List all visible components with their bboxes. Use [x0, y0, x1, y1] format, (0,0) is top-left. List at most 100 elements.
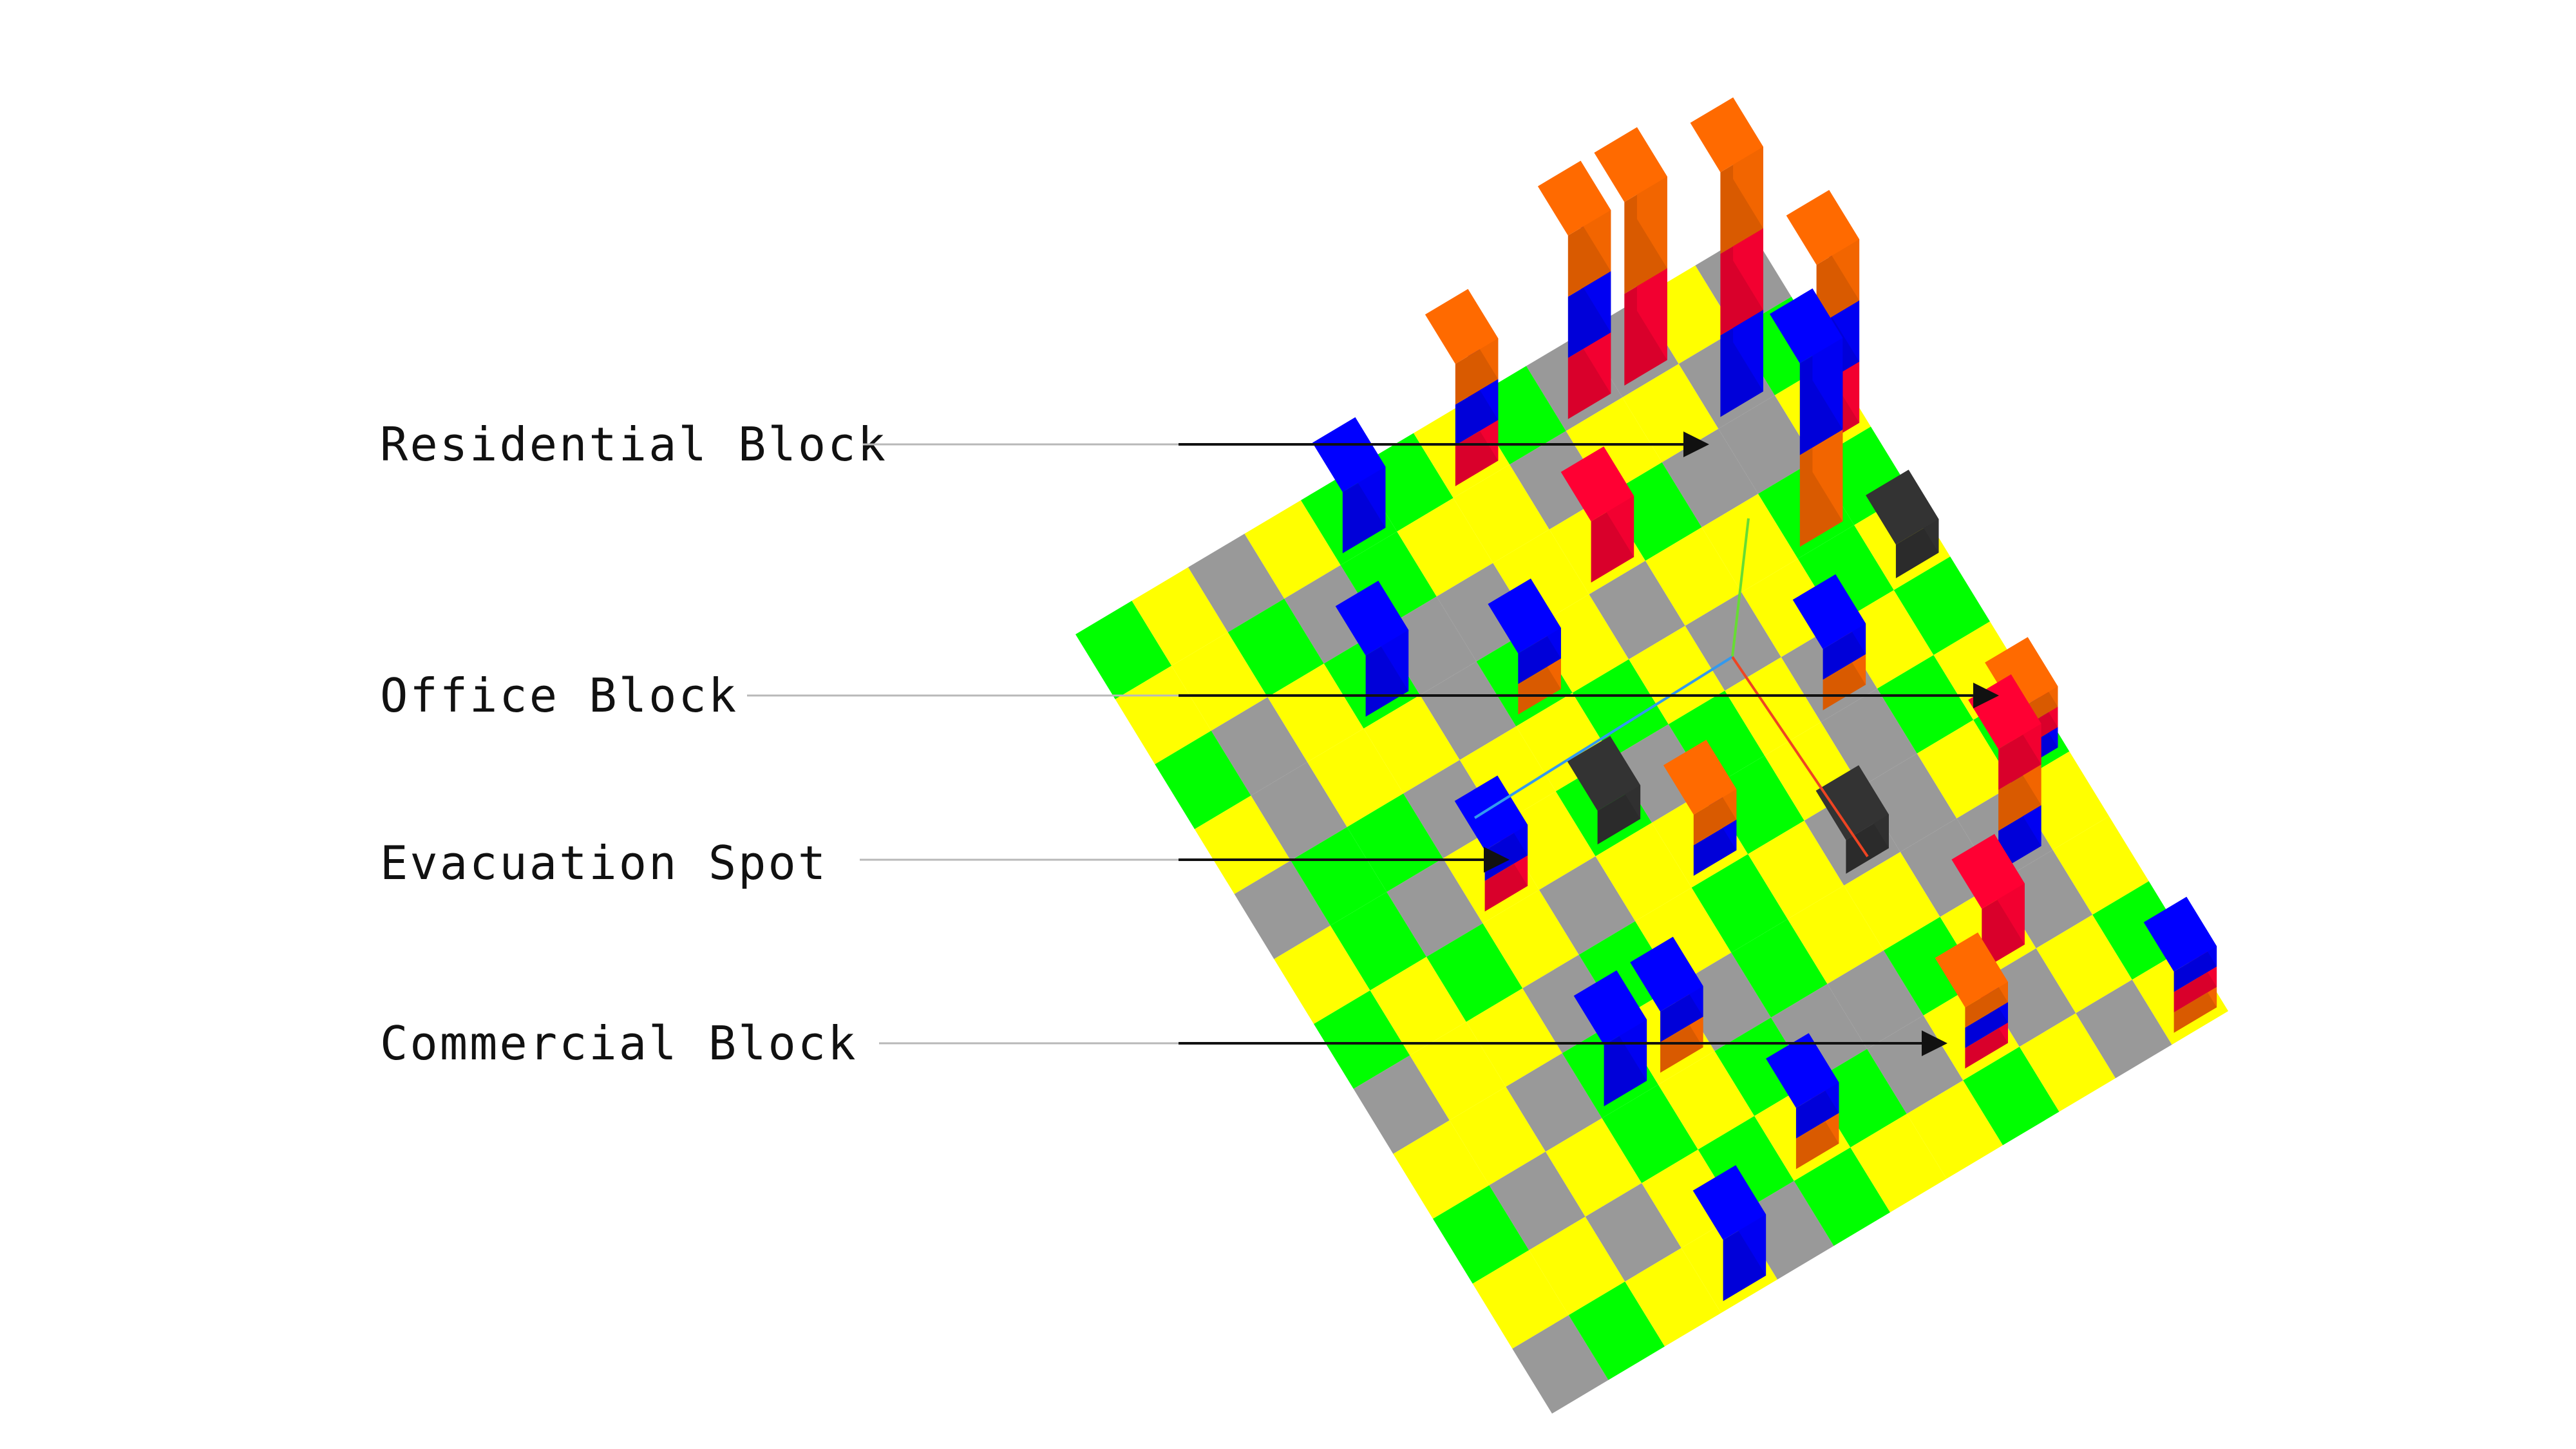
ground-tile	[2019, 1013, 2116, 1112]
ground-tile	[1227, 598, 1324, 697]
building-face-front	[1693, 819, 1737, 876]
ground-tile	[1347, 793, 1443, 892]
building-face-front	[1823, 623, 1866, 680]
building-block	[1560, 446, 1634, 583]
ground-tile	[1861, 753, 1957, 852]
ground-tile	[1307, 728, 1404, 828]
building-roof	[1488, 578, 1561, 654]
ground-tile	[1115, 665, 1211, 764]
ground-tile	[1244, 500, 1341, 599]
evacuation-spot-block	[1567, 735, 1641, 845]
building-block	[1766, 1033, 1839, 1170]
ground-tile	[1589, 560, 1685, 659]
building-face-front	[1795, 1082, 1839, 1139]
ground-tile	[1837, 590, 1934, 689]
ground-tile	[1718, 395, 1815, 494]
ground-tile	[1075, 600, 1172, 699]
ground-tile	[1155, 730, 1251, 829]
ground-tile	[1794, 1147, 1890, 1246]
ground-tile	[1380, 596, 1477, 696]
building-face-front	[1660, 1016, 1703, 1073]
ground-tile	[1291, 827, 1387, 926]
building-roof	[1454, 775, 1528, 851]
building-roof	[1786, 190, 1860, 265]
building-roof	[1560, 446, 1634, 522]
ground-tile	[1738, 1180, 1834, 1280]
ground-tile	[1370, 956, 1466, 1056]
ground-tile	[1211, 697, 1307, 796]
commercial-block-label: Commercial Block	[380, 1016, 858, 1070]
building-roof	[1769, 288, 1843, 364]
ground-tile	[1472, 1250, 1569, 1349]
building-block	[1792, 574, 1866, 710]
building-face-front	[2174, 966, 2217, 1013]
building-roof	[1630, 936, 1703, 1012]
ground-tile	[1459, 726, 1556, 825]
building-block	[1537, 160, 1611, 419]
ground-tile	[1731, 919, 1828, 1018]
ground-tile	[1658, 1051, 1755, 1150]
building-face-front	[1484, 855, 1528, 912]
building-block	[1935, 932, 2008, 1069]
ground-tile	[1330, 892, 1426, 990]
ground-tile	[1568, 1282, 1665, 1380]
ground-tile	[2052, 816, 2149, 915]
ground-tile	[1906, 1080, 2003, 1179]
building-roof	[1312, 417, 1386, 493]
ground-tile	[1844, 851, 1940, 951]
building-roof	[1573, 970, 1647, 1045]
ground-tile	[1499, 791, 1596, 890]
legend-residential: Residential Block	[380, 417, 1709, 471]
ground-tile	[1546, 1118, 1642, 1217]
axis-y-line	[1731, 518, 1750, 658]
ground-tile	[1893, 556, 1990, 656]
ground-tile	[1602, 1084, 1698, 1184]
building-block	[1573, 970, 1647, 1106]
building-roof	[1425, 289, 1499, 364]
building-roof	[2143, 896, 2217, 972]
building-face-front	[2174, 946, 2217, 992]
ground-tile	[1645, 527, 1742, 626]
residential-block-label: Residential Block	[380, 417, 887, 471]
ground-tile	[1426, 923, 1523, 1022]
building-face-front	[1965, 1022, 2008, 1069]
building-face-front	[1660, 986, 1703, 1043]
ground-tile	[1566, 397, 1662, 496]
ground-tile	[1489, 1151, 1586, 1251]
city-grid-ground	[1075, 232, 2228, 1414]
ground-tile	[1917, 719, 2013, 819]
building-roof	[1692, 1165, 1766, 1240]
axis-z-line	[1731, 656, 1869, 858]
building-block	[1690, 97, 1763, 417]
ground-tile	[1877, 655, 1974, 753]
evacuation-spot-block	[1815, 765, 1889, 874]
legend-office: Office Block	[380, 668, 1999, 723]
ground-tile	[1449, 1086, 1546, 1186]
building-face-front	[1965, 1002, 2008, 1048]
ground-tile	[1466, 988, 1562, 1087]
ground-tile	[1340, 531, 1437, 630]
legend-evacuation: Evacuation Spot	[380, 836, 1510, 890]
ground-tile	[1572, 659, 1669, 758]
ground-tile	[1810, 1048, 1907, 1148]
ground-tile	[1691, 854, 1788, 953]
ground-tile	[1748, 820, 1844, 920]
building-roof	[1690, 97, 1763, 173]
axis-gizmo	[1473, 518, 1869, 858]
evacuation-spot-block	[1866, 469, 1939, 578]
ground-tile	[1493, 529, 1589, 628]
building-roof	[1792, 574, 1866, 649]
ground-tile	[1629, 625, 1725, 724]
ground-tile	[1867, 1015, 1964, 1114]
building-roof	[1663, 739, 1737, 815]
ground-tile	[1171, 632, 1268, 731]
building-roof	[1594, 127, 1667, 202]
building-block	[1769, 288, 1843, 547]
ground-tile	[2076, 980, 2172, 1079]
building-block	[1488, 578, 1561, 715]
ground-tile	[1188, 533, 1285, 632]
building-roof	[1985, 637, 2058, 712]
ground-tile	[1433, 1185, 1530, 1284]
ground-tile	[1585, 1183, 1681, 1282]
